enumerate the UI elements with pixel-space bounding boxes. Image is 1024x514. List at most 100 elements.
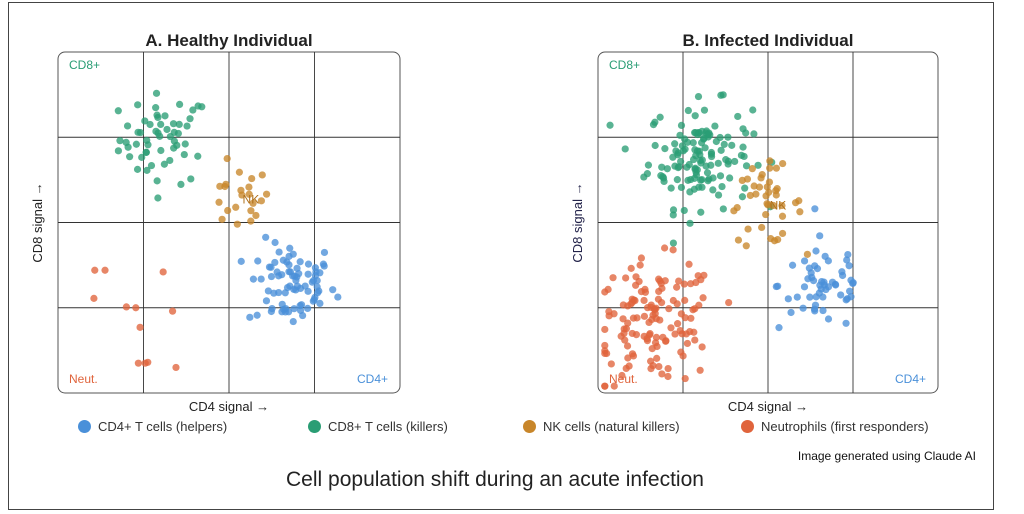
point-cd4 xyxy=(290,305,298,313)
point-neut xyxy=(627,264,635,272)
point-cd8 xyxy=(754,161,762,169)
point-cd8 xyxy=(690,174,699,182)
point-neut xyxy=(680,280,688,288)
point-cd8 xyxy=(697,208,705,216)
point-nk xyxy=(258,171,266,179)
point-cd4 xyxy=(843,295,851,303)
point-nk xyxy=(758,223,766,232)
point-cd8 xyxy=(707,148,716,157)
point-cd8 xyxy=(183,122,191,130)
point-cd4 xyxy=(821,252,829,260)
point-cd4 xyxy=(811,307,819,315)
point-cd4 xyxy=(329,286,337,294)
point-nk xyxy=(247,217,255,225)
point-neut xyxy=(651,339,660,347)
point-nk xyxy=(224,206,232,215)
point-neut xyxy=(641,288,650,296)
point-neut xyxy=(691,336,699,344)
point-neut xyxy=(632,273,640,281)
point-neut xyxy=(632,281,640,289)
point-cd8 xyxy=(667,184,675,192)
y-axis-label: CD8 signal → xyxy=(30,182,45,262)
point-cd8 xyxy=(651,141,659,150)
corner-label-neut: Neut. xyxy=(609,372,638,386)
point-cd8 xyxy=(173,141,181,149)
point-neut xyxy=(122,303,130,311)
point-cd4 xyxy=(842,319,850,327)
point-neut xyxy=(698,343,706,351)
point-neut xyxy=(678,330,686,338)
point-neut xyxy=(101,266,109,274)
point-cd8 xyxy=(698,127,706,135)
point-nk xyxy=(765,188,773,196)
point-cd4 xyxy=(246,313,254,321)
point-nk xyxy=(766,164,774,172)
point-cd4 xyxy=(265,263,274,271)
point-cd8 xyxy=(686,188,694,196)
point-cd4 xyxy=(285,308,293,316)
point-neut xyxy=(655,362,663,371)
point-nk xyxy=(252,211,260,220)
point-cd4 xyxy=(289,317,297,326)
legend: CD4+ T cells (helpers) CD8+ T cells (kil… xyxy=(78,419,929,434)
point-cd8 xyxy=(143,136,151,144)
point-nk xyxy=(758,171,766,179)
point-cd8 xyxy=(711,122,719,130)
point-nk xyxy=(796,208,804,216)
point-cd8 xyxy=(134,128,142,136)
point-cd8 xyxy=(189,106,197,114)
point-cd8 xyxy=(679,147,687,155)
point-cd8 xyxy=(138,153,146,161)
point-cd8 xyxy=(694,92,703,101)
point-neut xyxy=(673,320,682,328)
point-nk xyxy=(221,182,229,191)
point-cd4 xyxy=(304,260,313,268)
point-cd8 xyxy=(722,156,730,164)
point-cd4 xyxy=(286,244,294,252)
point-neut xyxy=(610,382,618,390)
point-nk xyxy=(765,178,774,186)
x-axis-label: CD4 signal → xyxy=(189,399,269,414)
point-cd8 xyxy=(146,120,154,129)
point-cd8 xyxy=(742,129,750,137)
point-neut xyxy=(657,299,666,307)
point-neut xyxy=(655,287,663,296)
point-cd8 xyxy=(700,134,708,142)
corner-label-cd4: CD4+ xyxy=(357,372,388,386)
point-cd8 xyxy=(677,183,686,192)
point-cd8 xyxy=(741,184,749,192)
legend-item-cd8: CD8+ T cells (killers) xyxy=(308,419,523,434)
point-cd4 xyxy=(319,260,328,268)
point-cd8 xyxy=(685,160,693,169)
point-cd8 xyxy=(742,162,751,170)
legend-label: Neutrophils (first responders) xyxy=(761,419,929,434)
point-cd8 xyxy=(659,173,667,181)
point-cd4 xyxy=(809,277,818,285)
point-neut xyxy=(647,364,655,373)
point-neut xyxy=(669,296,677,305)
point-cd8 xyxy=(643,170,651,178)
point-cd4 xyxy=(283,258,291,266)
point-cd4 xyxy=(772,282,780,291)
point-cd8 xyxy=(658,163,666,171)
point-cd8 xyxy=(621,145,629,153)
point-neut xyxy=(653,354,661,362)
point-cd8 xyxy=(669,239,678,247)
point-cd8 xyxy=(716,133,724,142)
point-cd8 xyxy=(684,106,692,115)
point-cd8 xyxy=(169,120,178,128)
point-cd8 xyxy=(114,147,122,155)
point-neut xyxy=(624,319,632,327)
point-cd4 xyxy=(847,276,855,284)
point-cd8 xyxy=(669,153,677,161)
point-cd8 xyxy=(176,100,184,109)
point-nk xyxy=(249,199,257,207)
point-neut xyxy=(640,296,648,305)
legend-swatch-neut xyxy=(741,420,754,433)
point-neut xyxy=(661,277,669,285)
point-neut xyxy=(725,298,733,307)
point-neut xyxy=(168,307,177,315)
point-nk xyxy=(770,237,779,245)
point-cd4 xyxy=(845,262,853,270)
point-cd4 xyxy=(824,315,833,323)
